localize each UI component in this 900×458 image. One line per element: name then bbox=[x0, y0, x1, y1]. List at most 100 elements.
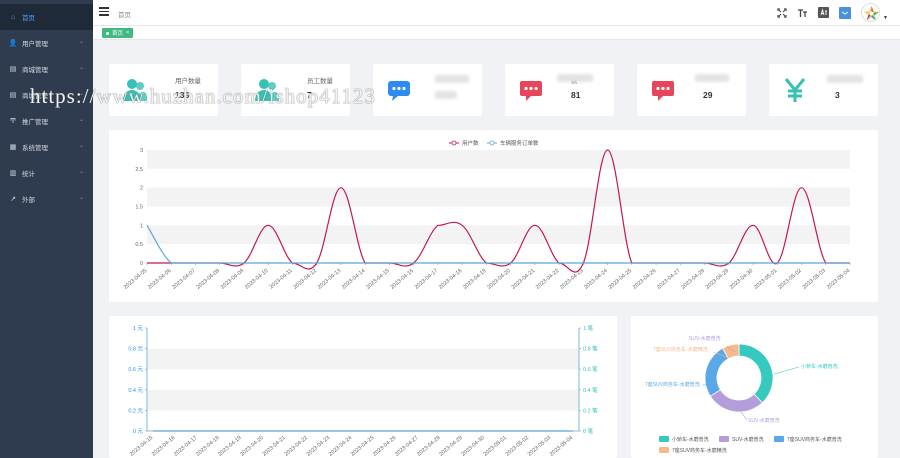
sidebar-item-label: 系统管理 bbox=[22, 145, 48, 152]
x-tick-label: 2023-04-05 bbox=[123, 268, 148, 291]
pie-slice-0[interactable] bbox=[738, 343, 774, 404]
store-icon: ▤ bbox=[9, 66, 17, 73]
x-tick-label: 2023-04-13 bbox=[317, 268, 342, 291]
stat-card-5: 3 bbox=[769, 64, 878, 116]
x-tick-label: 2023-04-29 bbox=[438, 435, 463, 458]
chat-icon bbox=[386, 77, 412, 103]
x-tick-label: 2023-04-15 bbox=[365, 268, 390, 291]
users-icon bbox=[122, 77, 148, 103]
revenue-line-chart: 0 元 0.2 元 0.4 元 0.6 元 0.8 元 1 元 0 笔 0.2 笔 0.4 笔 0… bbox=[128, 324, 598, 458]
y-tick-label-left: 1 元 bbox=[133, 325, 144, 332]
legend-swatch[interactable] bbox=[659, 436, 669, 442]
sidebar-item-3[interactable]: ▤ 商城管理 ⌄ bbox=[0, 82, 93, 108]
x-tick-label: 2023-04-21 bbox=[262, 435, 287, 458]
stat-value: 7 bbox=[307, 90, 312, 100]
sidebar-item-4[interactable]: Ͳ 推广管理 ⌄ bbox=[0, 108, 93, 134]
pie-slice-2[interactable] bbox=[704, 347, 729, 397]
sidebar: ⌂ 首页 👤 用户管理 ⌄ ▤ 商城管理 ⌄ ▤ 商城管理 ⌄ Ͳ 推广管理 ⌄ ▦ 系统管理 ⌄ ▥ 统计 ⌄ ↗ 外部… bbox=[0, 0, 93, 458]
sidebar-item-label: 统计 bbox=[22, 171, 35, 178]
message-icon[interactable] bbox=[839, 6, 852, 19]
chevron-down-icon: ⌄ bbox=[78, 143, 84, 149]
line-chart-panel: 0 0.5 1 1.5 2 2.5 3 2023-04-05 2023-04-06 2023-04… bbox=[109, 130, 878, 302]
x-tick-label: 2023-04-06 bbox=[147, 268, 172, 291]
legend-label[interactable]: 用户数 bbox=[462, 139, 479, 147]
y-tick-label: 2.5 bbox=[135, 167, 143, 173]
x-tick-label: 2023-04-29 bbox=[705, 268, 730, 291]
x-tick-label: 2023-04-27 bbox=[394, 435, 419, 458]
legend-label[interactable]: 7座SUV商务车-水磨普洗 bbox=[787, 436, 842, 443]
sidebar-item-0[interactable]: ⌂ 首页 bbox=[0, 4, 93, 30]
stat-label: 用户数量 bbox=[175, 78, 201, 85]
callout-line bbox=[726, 345, 736, 353]
legend-swatch[interactable] bbox=[774, 436, 784, 442]
x-tick-label: 2023-05-02 bbox=[777, 268, 802, 291]
tag-home[interactable]: 首页 × bbox=[102, 28, 134, 38]
y-tick-label: 1 bbox=[140, 223, 143, 229]
callout-label: SUV-水磨普洗 bbox=[689, 335, 721, 342]
x-tick-label: 2023-04-14 bbox=[341, 268, 366, 291]
sidebar-item-7[interactable]: ↗ 外部 ⌄ bbox=[0, 186, 93, 212]
x-tick-label: 2023-05-03 bbox=[527, 435, 552, 458]
sidebar-item-1[interactable]: 👤 用户管理 ⌄ bbox=[0, 30, 93, 56]
breadcrumb[interactable]: 首页 bbox=[118, 12, 131, 19]
legend-swatch[interactable] bbox=[659, 447, 669, 453]
legend-label[interactable]: SUV-水磨普洗 bbox=[732, 436, 764, 443]
y-tick-label-right: 0.4 笔 bbox=[583, 386, 598, 394]
callout-label: 小轿车-水磨普洗 bbox=[801, 363, 838, 370]
callout-label: 7座SUV商务车-水磨精洗 bbox=[653, 346, 708, 353]
sidebar-item-label: 推广管理 bbox=[22, 119, 48, 126]
x-tick-label: 2023-04-24 bbox=[328, 435, 353, 458]
grid-band bbox=[147, 348, 579, 370]
sidebar-item-label: 首页 bbox=[22, 15, 35, 22]
staff-icon bbox=[254, 77, 280, 103]
comment-icon bbox=[518, 77, 544, 103]
y-tick-label: 1.5 bbox=[135, 205, 143, 211]
legend-label[interactable]: 7座SUV商务车-水磨精洗 bbox=[672, 447, 727, 454]
sidebar-item-label: 用户管理 bbox=[22, 41, 48, 48]
y-tick-label-right: 0.2 笔 bbox=[583, 406, 598, 414]
header-actions: ▼ bbox=[776, 3, 888, 22]
x-tick-label: 2023-04-18 bbox=[438, 268, 463, 291]
grid-icon: ▦ bbox=[9, 144, 17, 151]
sidebar-item-6[interactable]: ▥ 统计 ⌄ bbox=[0, 160, 93, 186]
x-tick-label: 2023-04-20 bbox=[239, 435, 264, 458]
x-tick-label: 2023-04-23 bbox=[306, 435, 331, 458]
user-order-line-chart: 00.511.522.532023-04-052023-04-062023-04… bbox=[123, 139, 851, 291]
y-tick-label: 0 bbox=[140, 261, 143, 267]
menu-toggle-icon[interactable] bbox=[99, 7, 109, 17]
y-tick-label-right: 0.8 笔 bbox=[583, 345, 598, 353]
x-tick-label: 2023-04-22 bbox=[535, 268, 560, 291]
font-size-icon[interactable] bbox=[797, 7, 808, 18]
chevron-down-icon[interactable]: ▼ bbox=[883, 14, 888, 21]
grid-band bbox=[147, 389, 579, 411]
fullscreen-icon[interactable] bbox=[776, 7, 787, 18]
callout-line bbox=[712, 351, 730, 359]
y-tick-label-left: 0.6 元 bbox=[128, 366, 143, 373]
x-tick-label: 2023-05-03 bbox=[802, 268, 827, 291]
legend-label[interactable]: 车辆服务订单数 bbox=[500, 139, 539, 147]
x-tick-label: 2023-04-15 bbox=[129, 435, 154, 458]
pie-chart-panel: SUV-水磨普洗 7座SUV商务车-水磨精洗 7座SUV商务车-水磨普洗 小轿车-水磨… bbox=[631, 316, 878, 458]
translate-icon[interactable] bbox=[818, 7, 830, 18]
stat-label: 员工数量 bbox=[307, 78, 333, 85]
grid-band bbox=[147, 187, 850, 207]
legend-dot[interactable] bbox=[451, 140, 457, 146]
legend-dot[interactable] bbox=[489, 140, 495, 146]
x-tick-label: 2023-04-09 bbox=[220, 268, 245, 291]
avatar[interactable] bbox=[861, 3, 881, 22]
promo-icon: Ͳ bbox=[9, 118, 17, 125]
sidebar-item-5[interactable]: ▦ 系统管理 ⌄ bbox=[0, 134, 93, 160]
legend-label[interactable]: 小轿车-水磨普洗 bbox=[672, 436, 709, 443]
x-tick-label: 2023-04-12 bbox=[293, 268, 318, 291]
x-tick-label: 2023-04-27 bbox=[656, 268, 681, 291]
close-icon[interactable]: × bbox=[126, 30, 130, 36]
chevron-down-icon: ⌄ bbox=[78, 117, 84, 123]
pie-slice-3[interactable] bbox=[722, 343, 740, 360]
y-tick-label-left: 0 元 bbox=[133, 428, 144, 435]
grid-band bbox=[147, 150, 850, 169]
sidebar-item-2[interactable]: ▤ 商城管理 ⌄ bbox=[0, 56, 93, 82]
x-tick-label: 2023-04-19 bbox=[217, 435, 242, 458]
x-tick-label: 2023-04-25 bbox=[608, 268, 633, 291]
stat-value: 3 bbox=[835, 90, 840, 100]
legend-swatch[interactable] bbox=[719, 436, 729, 442]
